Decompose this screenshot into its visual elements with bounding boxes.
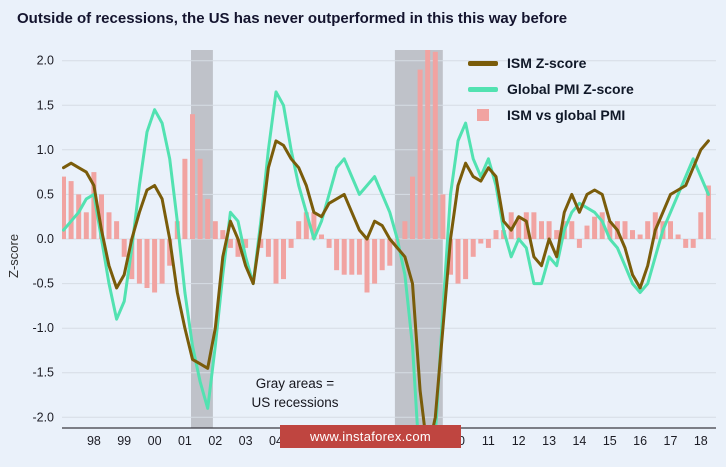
svg-text:-0.5: -0.5 — [32, 277, 54, 291]
svg-text:16: 16 — [633, 434, 647, 448]
svg-text:15: 15 — [603, 434, 617, 448]
annotation-line1: Gray areas = — [255, 376, 335, 391]
svg-text:12: 12 — [512, 434, 526, 448]
legend-label-ism: ISM Z-score — [507, 55, 587, 71]
svg-text:17: 17 — [664, 434, 678, 448]
legend-label-global-pmi: Global PMI Z-score — [507, 81, 634, 97]
global-pmi-line-swatch — [468, 86, 498, 92]
legend-item-global-pmi: Global PMI Z-score — [468, 80, 634, 98]
svg-text:2.0: 2.0 — [37, 54, 54, 68]
svg-text:-1.0: -1.0 — [32, 321, 54, 335]
legend-item-ism: ISM Z-score — [468, 54, 634, 72]
svg-text:-1.5: -1.5 — [32, 366, 54, 380]
svg-text:98: 98 — [87, 434, 101, 448]
svg-text:1.5: 1.5 — [37, 98, 54, 112]
recession-annotation: Gray areas = US recessions — [213, 374, 377, 412]
legend-item-ism-vs-pmi: ISM vs global PMI — [468, 106, 634, 124]
legend-label-ism-vs-pmi: ISM vs global PMI — [507, 107, 626, 123]
ism-vs-pmi-bar-swatch — [477, 109, 489, 121]
ism-line-swatch — [468, 60, 498, 66]
svg-text:1.0: 1.0 — [37, 143, 54, 157]
svg-text:0.5: 0.5 — [37, 187, 54, 201]
chart-title: Outside of recessions, the US has never … — [17, 10, 568, 27]
annotation-line2: US recessions — [251, 395, 339, 410]
svg-text:11: 11 — [482, 434, 495, 448]
svg-text:04: 04 — [269, 434, 283, 448]
svg-text:01: 01 — [178, 434, 192, 448]
legend: ISM Z-score Global PMI Z-score ISM vs gl… — [468, 54, 634, 124]
svg-text:03: 03 — [239, 434, 253, 448]
svg-text:14: 14 — [572, 434, 586, 448]
watermark: www.instaforex.com — [280, 425, 461, 448]
svg-text:99: 99 — [117, 434, 131, 448]
svg-text:00: 00 — [148, 434, 162, 448]
svg-text:02: 02 — [208, 434, 222, 448]
svg-text:0.0: 0.0 — [37, 232, 54, 246]
svg-text:-2.0: -2.0 — [32, 410, 54, 424]
svg-text:18: 18 — [694, 434, 708, 448]
svg-text:13: 13 — [542, 434, 556, 448]
